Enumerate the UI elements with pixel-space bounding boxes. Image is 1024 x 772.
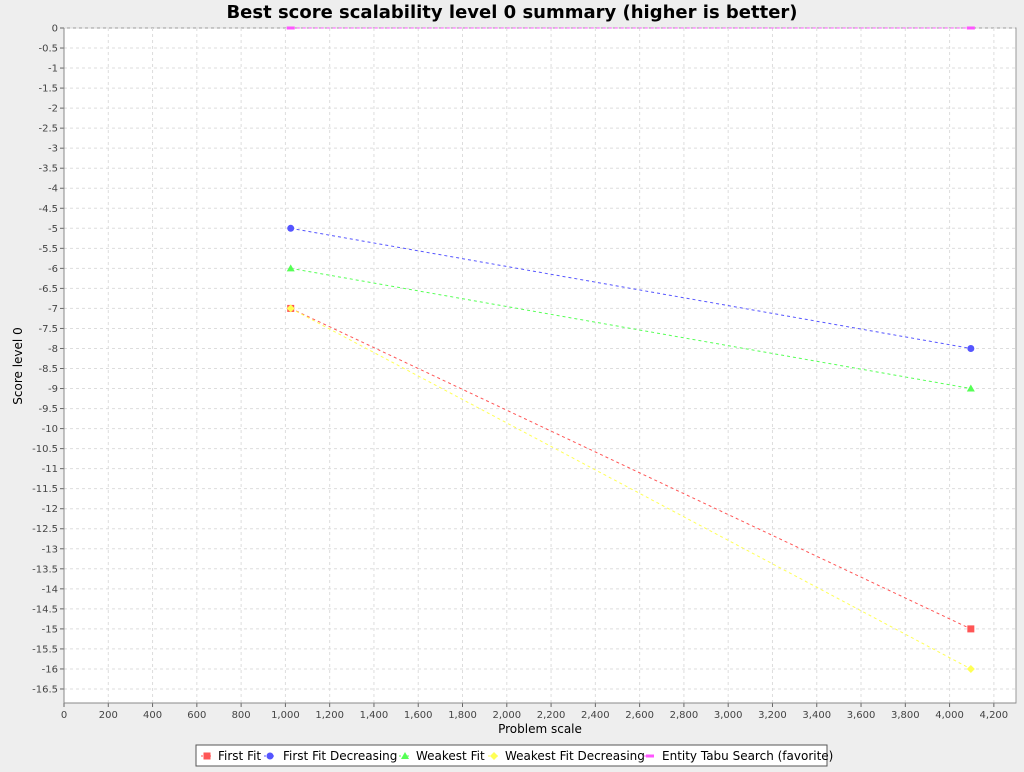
x-tick-label: 200 bbox=[99, 710, 118, 721]
y-tick-label: -14.5 bbox=[32, 604, 58, 615]
legend-label-weakest-fit-decreasing: Weakest Fit Decreasing bbox=[505, 749, 645, 763]
legend-marker-first-fit bbox=[203, 752, 211, 760]
y-tick-label: -12 bbox=[42, 504, 58, 515]
y-tick-label: -9 bbox=[48, 384, 58, 395]
legend-marker-first-fit-decreasing bbox=[266, 752, 274, 760]
y-tick-label: -10 bbox=[42, 424, 58, 435]
legend-box bbox=[195, 744, 828, 767]
grid-lines bbox=[63, 27, 1016, 703]
series-lines bbox=[286, 26, 975, 673]
axes: 0 200 400 600 800 1,000 1,200 1,400 1,600 1,800 2,… bbox=[32, 24, 1016, 721]
plot-area bbox=[63, 27, 1017, 704]
y-tick-label: -6.5 bbox=[38, 284, 58, 295]
y-tick-label: -1.5 bbox=[38, 84, 58, 95]
legend-label-entity-tabu-search-favorite: Entity Tabu Search (favorite) bbox=[662, 749, 833, 763]
x-tick-label: 600 bbox=[187, 710, 206, 721]
y-tick-label: -2 bbox=[48, 104, 58, 115]
y-tick-label: -2.5 bbox=[38, 124, 58, 135]
y-tick-label: -3 bbox=[48, 144, 58, 155]
series-line-weakest-fit-decreasing bbox=[290, 307, 972, 670]
series-line-first-fit bbox=[290, 307, 972, 630]
x-tick-label: 1,200 bbox=[315, 710, 344, 721]
x-tick-label: 800 bbox=[232, 710, 251, 721]
data-point-entity-tabu-search-favorite bbox=[966, 26, 975, 30]
x-tick-label: 2,000 bbox=[492, 710, 521, 721]
x-tick-label: 4,000 bbox=[935, 710, 964, 721]
legend: First Fit First Fit Decreasing Weakest Fit… bbox=[195, 744, 833, 767]
y-tick-label: -8.5 bbox=[38, 364, 58, 375]
y-tick-label: -1 bbox=[48, 64, 58, 75]
y-tick-label: -9.5 bbox=[38, 404, 58, 415]
data-point-weakest-fit bbox=[966, 384, 975, 392]
y-axis-label: Score level 0 bbox=[11, 327, 25, 404]
data-point-entity-tabu-search-favorite bbox=[286, 26, 295, 30]
y-tick-label: -16 bbox=[42, 664, 58, 675]
y-tick-label: -12.5 bbox=[32, 524, 58, 535]
y-tick-label: -16.5 bbox=[32, 684, 58, 695]
y-tick-label: -14 bbox=[42, 584, 58, 595]
x-tick-label: 1,600 bbox=[404, 710, 433, 721]
data-point-weakest-fit-decreasing bbox=[286, 304, 295, 313]
y-tick-label: -10.5 bbox=[32, 444, 58, 455]
y-tick-label: -7 bbox=[48, 304, 58, 315]
x-tick-label: 2,200 bbox=[537, 710, 566, 721]
legend-marker-entity-tabu-search-favorite bbox=[646, 754, 654, 758]
y-tick-label: 0 bbox=[52, 24, 58, 35]
chart-title: Best score scalability level 0 summary (… bbox=[226, 2, 797, 23]
x-tick-label: 3,200 bbox=[758, 710, 787, 721]
y-tick-label: -0.5 bbox=[38, 44, 58, 55]
data-point-first-fit-decreasing bbox=[287, 224, 295, 232]
x-tick-label: 1,000 bbox=[271, 710, 300, 721]
x-tick-label: 3,800 bbox=[891, 710, 920, 721]
x-axis-label: Problem scale bbox=[498, 722, 582, 736]
series-line-first-fit-decreasing bbox=[290, 227, 971, 349]
y-tick-label: -5.5 bbox=[38, 244, 58, 255]
x-tick-label: 4,200 bbox=[980, 710, 1009, 721]
y-tick-label: -13.5 bbox=[32, 564, 58, 575]
y-tick-label: -6 bbox=[48, 264, 58, 275]
x-tick-label: 3,600 bbox=[847, 710, 876, 721]
x-tick-label: 3,400 bbox=[802, 710, 831, 721]
x-tick-label: 2,800 bbox=[670, 710, 699, 721]
y-tick-label: -5 bbox=[48, 224, 58, 235]
x-tick-label: 3,000 bbox=[714, 710, 743, 721]
legend-label-first-fit: First Fit bbox=[218, 749, 261, 763]
y-tick-label: -15.5 bbox=[32, 644, 58, 655]
legend-label-weakest-fit: Weakest Fit bbox=[416, 749, 485, 763]
y-tick-label: -11.5 bbox=[32, 484, 58, 495]
legend-marker-weakest-fit bbox=[401, 752, 409, 759]
series-line-weakest-fit bbox=[290, 267, 971, 390]
x-tick-label: 1,800 bbox=[448, 710, 477, 721]
data-point-first-fit-decreasing bbox=[967, 344, 975, 352]
x-tick-label: 2,400 bbox=[581, 710, 610, 721]
x-tick-label: 0 bbox=[61, 710, 67, 721]
y-tick-label: -7.5 bbox=[38, 324, 58, 335]
y-tick-label: -11 bbox=[42, 464, 58, 475]
data-point-first-fit bbox=[967, 625, 975, 633]
y-tick-label: -13 bbox=[42, 544, 58, 555]
data-point-weakest-fit-decreasing bbox=[966, 664, 975, 673]
x-tick-label: 2,600 bbox=[625, 710, 654, 721]
legend-label-first-fit-decreasing: First Fit Decreasing bbox=[283, 749, 397, 763]
y-tick-label: -3.5 bbox=[38, 164, 58, 175]
x-tick-label: 400 bbox=[143, 710, 162, 721]
y-tick-label: -4.5 bbox=[38, 204, 58, 215]
legend-marker-weakest-fit-decreasing bbox=[490, 752, 498, 760]
y-tick-label: -4 bbox=[48, 184, 58, 195]
data-point-weakest-fit bbox=[286, 264, 295, 272]
y-tick-label: -15 bbox=[42, 624, 58, 635]
y-tick-label: -8 bbox=[48, 344, 58, 355]
x-tick-label: 1,400 bbox=[360, 710, 389, 721]
